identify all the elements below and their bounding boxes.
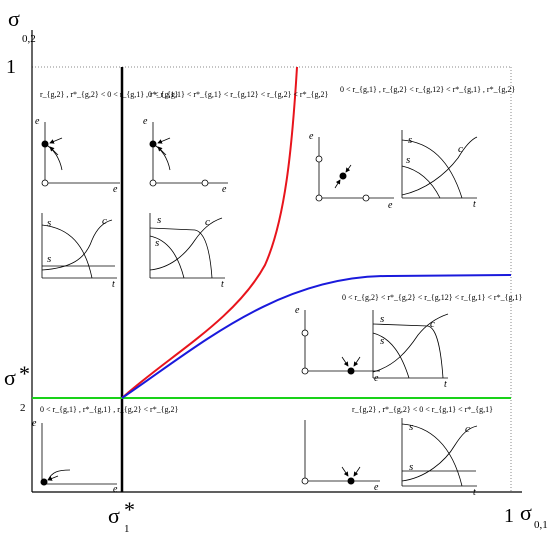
svg-text:e: e [309,131,314,142]
phase-plane-right-middle: e e [295,305,380,384]
svg-text:0 < r_{g,2} < r*_{g,2} < r_{g,: 0 < r_{g,2} < r*_{g,2} < r_{g,12} < r_{g… [342,293,522,302]
time-plot-right-upper: t s s c [401,130,478,210]
open-equilibrium-point [362,194,370,202]
svg-text:0 < r_{g,1} , r_{g,2} < r_{g,1: 0 < r_{g,1} , r_{g,2} < r_{g,12} < r*_{g… [340,85,515,94]
region-condition-left-upper: r_{g,2} , r*_{g,2} < 0 < r_{g,1} , r*_{g… [40,90,179,99]
svg-text:e: e [32,418,37,429]
open-equilibrium-point [301,367,309,375]
svg-text:0 < r_{g,1} , r*_{g,1} , r_{g,: 0 < r_{g,1} , r*_{g,1} , r_{g,2} < r*_{g… [40,405,179,414]
svg-text:0 < r_{g,1} < r*_{g,1} < r_{g,: 0 < r_{g,1} < r*_{g,1} < r_{g,12} < r_{g… [148,90,328,99]
svg-text:e: e [35,116,40,127]
svg-text:s: s [380,313,384,325]
svg-text:1: 1 [124,523,130,534]
region-condition-right-upper: 0 < r_{g,1} , r_{g,2} < r_{g,12} < r*_{g… [340,85,515,94]
phase-plane-left-lower: e e [32,418,118,495]
svg-text:e: e [374,373,379,384]
phase-plane-right-upper: e e [309,131,394,211]
svg-text:e: e [388,200,393,211]
svg-text:c: c [205,216,210,228]
y-axis-label: σ 0,2 [8,6,36,45]
svg-text:σ: σ [520,500,532,525]
svg-text:c: c [430,318,435,330]
svg-text:s: s [380,335,384,347]
svg-text:2: 2 [20,402,26,414]
svg-text:σ: σ [108,503,120,528]
svg-text:*: * [124,497,135,522]
open-equilibrium-point [315,155,323,163]
svg-text:0,1: 0,1 [534,519,548,531]
sigma2-star-label: σ * 2 [4,361,30,414]
y-axis-top-value: 1 [6,56,16,78]
stable-equilibrium-point [339,172,347,180]
svg-text:s: s [406,154,410,166]
phase-plane-left-upper: e e [35,116,120,195]
open-equilibrium-point [149,179,157,187]
region-condition-middle-upper: 0 < r_{g,1} < r*_{g,1} < r_{g,12} < r_{g… [148,90,328,99]
svg-text:t: t [221,279,224,290]
svg-text:s: s [155,237,159,249]
svg-text:c: c [465,423,470,435]
sigma1-star-label: σ * 1 [108,497,135,535]
time-plot-middle-upper: t s s c [149,213,225,290]
svg-text:s: s [409,421,413,433]
svg-text:c: c [102,215,107,227]
svg-text:σ: σ [4,365,16,390]
svg-text:σ: σ [8,6,20,31]
svg-text:0,2: 0,2 [22,33,36,45]
svg-text:s: s [47,253,51,265]
blue-boundary-curve [121,274,512,399]
svg-text:t: t [473,199,476,210]
svg-text:s: s [157,214,161,226]
x-axis-right-value: 1 [504,505,514,527]
x-axis-label: σ 0,1 [520,500,548,531]
svg-text:e: e [222,184,227,195]
svg-text:c: c [458,143,463,155]
svg-text:t: t [112,279,115,290]
svg-text:r_{g,2} , r*_{g,2} < 0 < r_{g,: r_{g,2} , r*_{g,2} < 0 < r_{g,1} , r*_{g… [40,90,179,99]
region-condition-left-lower: 0 < r_{g,1} , r*_{g,1} , r_{g,2} < r*_{g… [40,405,179,414]
open-equilibrium-point [301,477,309,485]
svg-text:e: e [113,484,118,495]
time-plot-right-lower: t s s c [401,418,478,498]
svg-text:e: e [143,116,148,127]
svg-text:e: e [295,305,300,316]
phase-plane-right-lower: e [301,420,380,493]
stable-equilibrium-point [347,367,355,375]
svg-text:*: * [19,361,30,386]
open-equilibrium-point [201,179,209,187]
time-plot-right-middle: t s s c [372,310,449,390]
region-condition-right-middle: 0 < r_{g,2} < r*_{g,2} < r_{g,12} < r_{g… [342,293,522,302]
open-equilibrium-point [315,194,323,202]
svg-text:s: s [408,134,412,146]
region-condition-right-lower: r_{g,2} , r*_{g,2} < 0 < r_{g,1} < r*_{g… [352,405,493,414]
svg-text:e: e [113,184,118,195]
open-equilibrium-point [301,329,309,337]
phase-plane-middle-upper: e e [143,116,228,195]
red-boundary-curve [121,66,298,399]
svg-text:s: s [409,461,413,473]
time-plot-left-upper: t s s c [41,213,117,290]
svg-text:t: t [473,487,476,498]
stable-equilibrium-point [347,477,355,485]
open-equilibrium-point [41,179,49,187]
svg-text:e: e [374,482,379,493]
svg-text:r_{g,2} , r*_{g,2} < 0 < r_{g,: r_{g,2} , r*_{g,2} < 0 < r_{g,1} < r*_{g… [352,405,493,414]
svg-text:t: t [444,379,447,390]
stable-equilibrium-point [40,478,48,486]
svg-text:s: s [47,217,51,229]
